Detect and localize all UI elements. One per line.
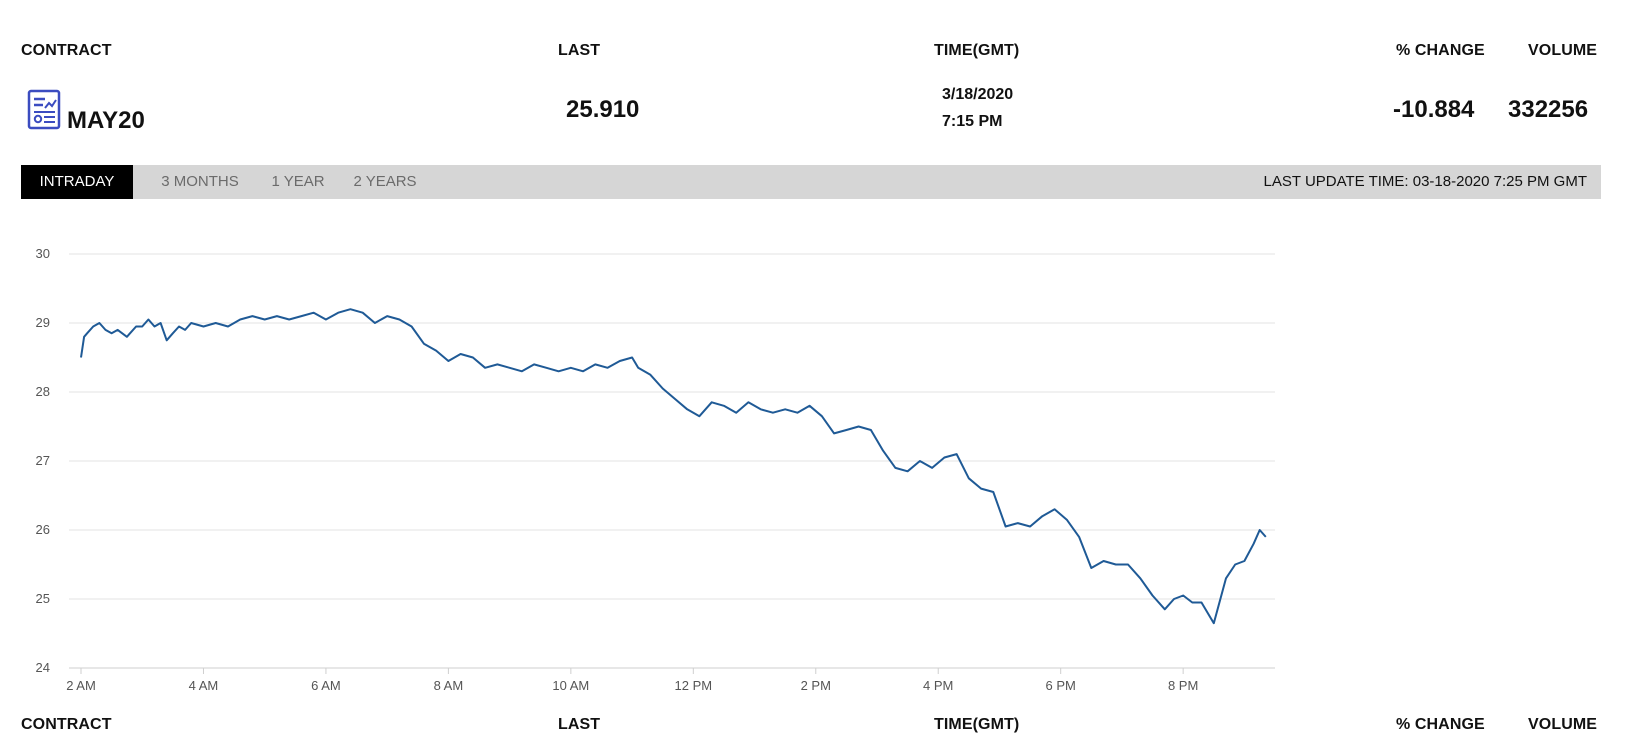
volume-column-header-2: VOLUME — [1528, 716, 1598, 733]
quote-date: 3/18/2020 — [942, 86, 1014, 103]
contract-column-header: CONTRACT — [21, 42, 112, 59]
percent-change: -10.884 — [1393, 96, 1475, 123]
contract-column-header-2: CONTRACT — [21, 716, 112, 733]
x-tick-label: 2 AM — [66, 678, 96, 693]
quote-time: 7:15 PM — [942, 113, 1003, 130]
y-tick-label: 28 — [36, 384, 50, 399]
time-column-header: TIME(GMT) — [934, 42, 1020, 59]
change-column-header-2: % CHANGE — [1396, 716, 1485, 733]
volume-column-header: VOLUME — [1528, 42, 1598, 59]
report-document-icon[interactable] — [27, 89, 62, 131]
y-tick-label: 27 — [36, 453, 50, 468]
y-axis-ticks: 24 25 26 27 28 29 30 — [36, 246, 50, 675]
range-tab-bar: INTRADAY 3 MONTHS 1 YEAR 2 YEARS LAST UP… — [21, 165, 1601, 199]
series-layer — [80, 308, 1267, 625]
x-tick-label: 2 PM — [801, 678, 831, 693]
tab-2-years[interactable]: 2 YEARS — [353, 173, 417, 190]
time-column-header-2: TIME(GMT) — [934, 716, 1020, 733]
y-tick-label: 26 — [36, 522, 50, 537]
change-column-header: % CHANGE — [1396, 42, 1485, 59]
intraday-price-chart[interactable]: 24 25 26 27 28 29 30 2 AM 4 AM 6 AM 8 AM 10 AM 12 P… — [0, 230, 1290, 700]
x-tick-label: 12 PM — [675, 678, 713, 693]
x-tick-label: 8 AM — [434, 678, 464, 693]
last-update-time: LAST UPDATE TIME: 03-18-2020 7:25 PM GMT — [1263, 173, 1587, 190]
last-price: 25.910 — [566, 96, 640, 123]
x-tick-label: 8 PM — [1168, 678, 1198, 693]
tab-3-months[interactable]: 3 MONTHS — [161, 173, 239, 190]
x-tick-label: 4 AM — [189, 678, 219, 693]
y-tick-label: 29 — [36, 315, 50, 330]
last-column-header-2: LAST — [558, 716, 601, 733]
x-tick-label: 6 AM — [311, 678, 341, 693]
y-tick-label: 24 — [36, 660, 50, 675]
x-tick-label: 6 PM — [1046, 678, 1076, 693]
x-tick-label: 4 PM — [923, 678, 953, 693]
y-tick-label: 30 — [36, 246, 50, 261]
tab-1-year[interactable]: 1 YEAR — [271, 173, 325, 190]
contract-name[interactable]: MAY20 — [67, 107, 145, 134]
y-tick-label: 25 — [36, 591, 50, 606]
volume-value: 332256 — [1508, 96, 1589, 123]
price-series-line[interactable] — [80, 308, 1267, 625]
chart-gridlines — [69, 253, 1275, 669]
x-tick-label: 10 AM — [552, 678, 589, 693]
x-axis-ticks: 2 AM 4 AM 6 AM 8 AM 10 AM 12 PM 2 PM 4 PM 6 PM 8 … — [66, 668, 1198, 693]
last-column-header: LAST — [558, 42, 601, 59]
tab-intraday[interactable]: INTRADAY — [21, 165, 133, 199]
